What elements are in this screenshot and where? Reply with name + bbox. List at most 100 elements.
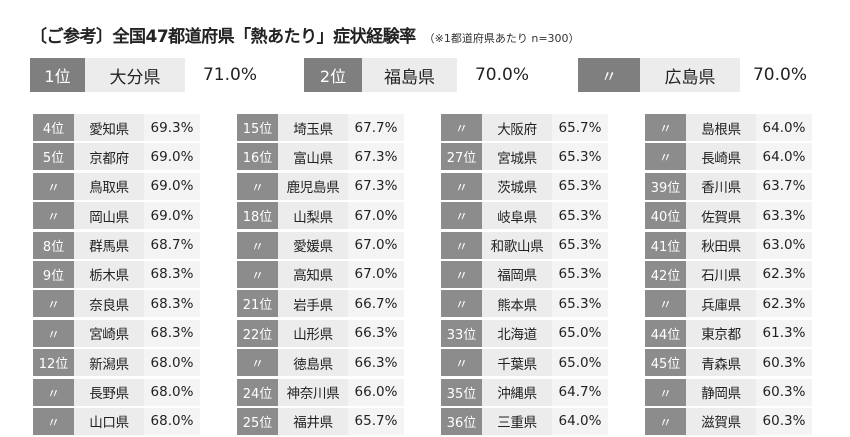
- ranking-pct: 67.3%: [348, 143, 404, 171]
- ranking-rank: 〃: [441, 231, 482, 259]
- ranking-rank: 16位: [237, 143, 278, 171]
- ranking-row: 41位 秋田県 63.0%: [645, 231, 812, 259]
- ranking-pct: 68.0%: [144, 407, 200, 435]
- ranking-pct: 69.0%: [144, 143, 200, 171]
- ranking-rank: 〃: [441, 172, 482, 200]
- ranking-pct: 68.3%: [144, 319, 200, 347]
- ranking-pct: 66.3%: [348, 349, 404, 377]
- ranking-pref: 高知県: [278, 260, 348, 288]
- ranking-pref: 埼玉県: [278, 114, 348, 141]
- ranking-row: 42位 石川県 62.3%: [645, 260, 812, 288]
- top-card-3: 〃 広島県 70.0%: [578, 58, 820, 92]
- ranking-pref: 愛媛県: [278, 231, 348, 259]
- ranking-pct: 69.0%: [144, 172, 200, 200]
- ranking-pref: 京都府: [74, 143, 144, 171]
- ranking-row: 27位 宮城県 65.3%: [441, 143, 608, 171]
- ranking-pct: 60.3%: [756, 407, 812, 435]
- ranking-row: 〃宮崎県 68.3%: [33, 319, 200, 347]
- ranking-pref: 青森県: [686, 349, 756, 377]
- ranking-rank: 15位: [237, 114, 278, 141]
- ranking-pct: 66.0%: [348, 378, 404, 406]
- ranking-rank: 21位: [237, 290, 278, 318]
- ranking-pct: 68.3%: [144, 260, 200, 288]
- ranking-pref: 千葉県: [482, 349, 552, 377]
- ranking-pref: 宮崎県: [74, 319, 144, 347]
- ranking-rank: 8位: [33, 231, 74, 259]
- top-card-1: 1位 大分県 71.0%: [30, 58, 275, 92]
- ranking-pref: 香川県: [686, 172, 756, 200]
- ranking-rank: 〃: [645, 407, 686, 435]
- ranking-pref: 島根県: [686, 114, 756, 141]
- ranking-rank: 〃: [645, 114, 686, 141]
- ranking-pct: 63.7%: [756, 172, 812, 200]
- ranking-rank: 〃: [33, 319, 74, 347]
- ranking-row: 5位 京都府 69.0%: [33, 143, 200, 171]
- ranking-row: 15位 埼玉県 67.7%: [237, 114, 404, 141]
- ranking-rank: 39位: [645, 172, 686, 200]
- ranking-row: 〃滋賀県 60.3%: [645, 407, 812, 435]
- ranking-column-2: 15位 埼玉県 67.7% 16位 富山県 67.3% 〃 鹿児島県 67.3% 18位 山梨県 67…: [237, 114, 404, 437]
- ranking-pref: 栃木県: [74, 260, 144, 288]
- ranking-pref: 岐阜県: [482, 202, 552, 230]
- ranking-rank: 〃: [441, 114, 482, 141]
- ranking-rank: 18位: [237, 202, 278, 230]
- ranking-pct: 68.3%: [144, 290, 200, 318]
- ranking-rank: 45位: [645, 349, 686, 377]
- ranking-rank: 42位: [645, 260, 686, 288]
- ranking-pct: 69.0%: [144, 202, 200, 230]
- ranking-pct: 64.0%: [756, 143, 812, 171]
- ranking-rank: 〃: [237, 260, 278, 288]
- ranking-pct: 65.3%: [552, 202, 608, 230]
- ranking-row: 12位 新潟県 68.0%: [33, 349, 200, 377]
- ranking-pref: 三重県: [482, 407, 552, 435]
- top-card-2: 2位 福島県 70.0%: [304, 58, 547, 92]
- ranking-rank: 〃: [33, 172, 74, 200]
- ranking-pct: 65.3%: [552, 290, 608, 318]
- ranking-pct: 68.7%: [144, 231, 200, 259]
- ranking-row: 45位 青森県 60.3%: [645, 349, 812, 377]
- ranking-pref: 北海道: [482, 319, 552, 347]
- ranking-pct: 62.3%: [756, 260, 812, 288]
- ranking-pref: 宮城県: [482, 143, 552, 171]
- ranking-row: 40位 佐賀県 63.3%: [645, 202, 812, 230]
- ranking-pref: 山梨県: [278, 202, 348, 230]
- ranking-pref: 愛知県: [74, 114, 144, 141]
- ranking-rank: 22位: [237, 319, 278, 347]
- ranking-row: 〃大阪府 65.7%: [441, 114, 608, 141]
- ranking-pct: 62.3%: [756, 290, 812, 318]
- ranking-pref: 沖縄県: [482, 378, 552, 406]
- ranking-row: 16位 富山県 67.3%: [237, 143, 404, 171]
- ranking-rank: 〃: [33, 407, 74, 435]
- ranking-row: 〃山口県 68.0%: [33, 407, 200, 435]
- ranking-rank: 9位: [33, 260, 74, 288]
- ranking-row: 〃長野県 68.0%: [33, 378, 200, 406]
- ranking-pref: 佐賀県: [686, 202, 756, 230]
- ranking-rank: 〃: [33, 290, 74, 318]
- ranking-pref: 山形県: [278, 319, 348, 347]
- ranking-column-4: 〃島根県 64.0% 〃長崎県 64.0% 39位 香川県 63.7% 40位 佐賀県 63.3%…: [645, 114, 812, 437]
- ranking-pct: 67.0%: [348, 231, 404, 259]
- ranking-rank: 41位: [645, 231, 686, 259]
- ranking-pref: 滋賀県: [686, 407, 756, 435]
- ranking-row: 〃岐阜県 65.3%: [441, 202, 608, 230]
- ranking-rank: 〃: [645, 143, 686, 171]
- ranking-row: 〃愛媛県 67.0%: [237, 231, 404, 259]
- ranking-row: 〃岡山県 69.0%: [33, 202, 200, 230]
- ranking-row: 〃千葉県 65.0%: [441, 349, 608, 377]
- ranking-pct: 68.0%: [144, 349, 200, 377]
- ranking-pref: 鹿児島県: [278, 172, 348, 200]
- ranking-row: 〃奈良県 68.3%: [33, 290, 200, 318]
- ranking-pref: 奈良県: [74, 290, 144, 318]
- ranking-pct: 65.0%: [552, 319, 608, 347]
- title-row: 〔ご参考〕全国47都道府県「熱あたり」症状経験率 （※1都道府県あたり n=30…: [30, 22, 580, 47]
- ranking-column-1: 4位 愛知県 69.3% 5位 京都府 69.0% 〃鳥取県 69.0% 〃岡山県 69.0% 8位…: [33, 114, 200, 437]
- top-pref: 大分県: [85, 58, 185, 92]
- ranking-pct: 64.0%: [756, 114, 812, 141]
- ranking-pct: 65.3%: [552, 231, 608, 259]
- ranking-rank: 〃: [237, 349, 278, 377]
- page-title: 〔ご参考〕全国47都道府県「熱あたり」症状経験率: [30, 27, 416, 47]
- ranking-rank: 40位: [645, 202, 686, 230]
- top-rank: 〃: [578, 58, 640, 92]
- ranking-rank: 4位: [33, 114, 74, 141]
- ranking-rank: 〃: [645, 290, 686, 318]
